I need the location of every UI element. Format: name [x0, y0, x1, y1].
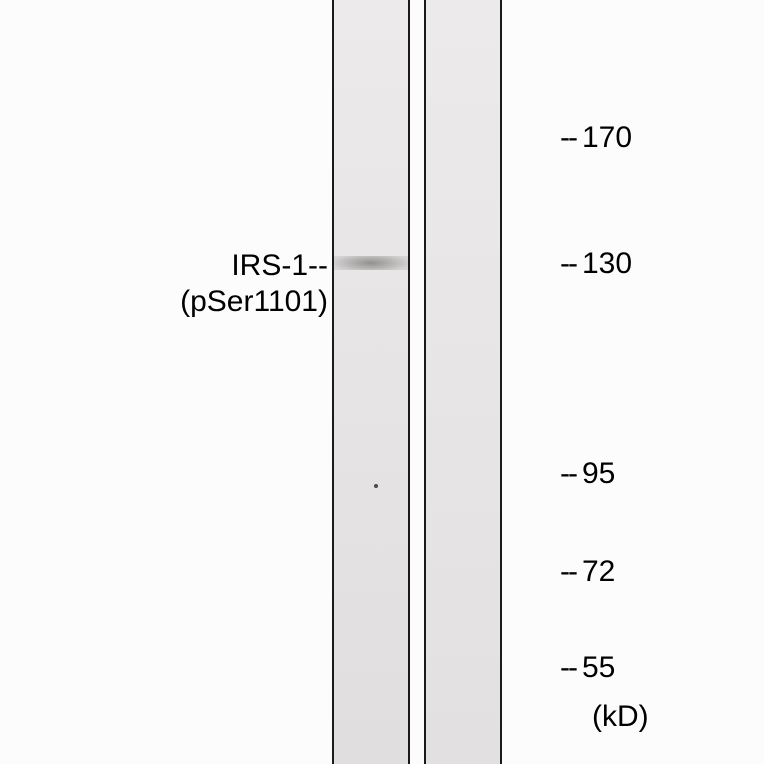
marker-dash: -- — [560, 247, 576, 281]
marker-value: 55 — [582, 651, 615, 685]
marker-dash: -- — [560, 651, 576, 685]
mw-marker: --72 — [560, 555, 615, 589]
unit-label: (kD) — [592, 700, 649, 734]
mw-marker: --95 — [560, 457, 615, 491]
protein-label: IRS-1--(pSer1101) — [180, 248, 328, 320]
marker-value: 170 — [582, 121, 632, 155]
blot-lane — [424, 0, 502, 764]
protein-label-line1: IRS-1-- — [180, 248, 328, 284]
marker-value: 130 — [582, 247, 632, 281]
blot-lane — [332, 0, 410, 764]
marker-dash: -- — [560, 121, 576, 155]
protein-label-line2: (pSer1101) — [180, 284, 328, 320]
blot-canvas: --170--130--95--72--55(kD)IRS-1--(pSer11… — [0, 0, 764, 764]
mw-marker: --130 — [560, 247, 632, 281]
mw-marker: --55 — [560, 651, 615, 685]
marker-value: 72 — [582, 555, 615, 589]
marker-dash: -- — [560, 457, 576, 491]
mw-marker: --170 — [560, 121, 632, 155]
marker-value: 95 — [582, 457, 615, 491]
noise-speck — [374, 484, 378, 488]
marker-dash: -- — [560, 555, 576, 589]
protein-band — [334, 256, 408, 270]
